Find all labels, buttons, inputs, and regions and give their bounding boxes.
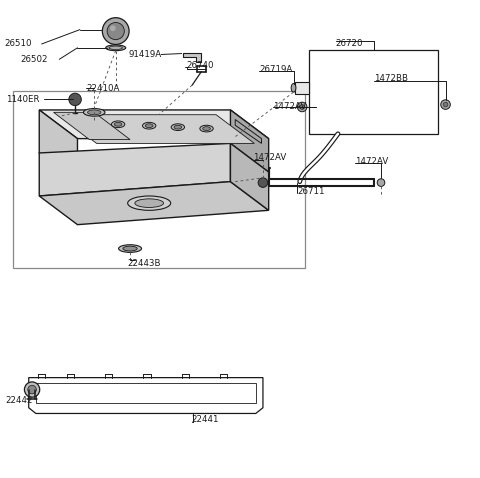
Ellipse shape [114,122,122,126]
Ellipse shape [174,125,182,129]
Ellipse shape [143,122,156,129]
Circle shape [69,93,81,106]
Ellipse shape [123,246,137,251]
Text: 22410A: 22410A [86,84,120,93]
Circle shape [298,102,307,112]
Polygon shape [59,115,254,143]
Ellipse shape [203,127,210,130]
Circle shape [443,102,448,107]
Circle shape [258,178,268,187]
Polygon shape [182,53,201,62]
Text: 22441: 22441 [191,415,219,424]
Text: 26510: 26510 [4,40,31,48]
Text: 1472AV: 1472AV [274,102,307,111]
Ellipse shape [291,84,296,92]
Ellipse shape [106,45,126,51]
Text: 26719A: 26719A [259,65,292,74]
Circle shape [377,179,385,186]
Text: 1472AV: 1472AV [355,157,388,166]
Polygon shape [39,143,230,196]
Ellipse shape [200,125,213,132]
Circle shape [28,385,36,394]
Text: 26720: 26720 [336,39,363,47]
Ellipse shape [109,46,122,50]
Polygon shape [230,110,269,172]
Ellipse shape [111,121,125,128]
Circle shape [300,105,304,109]
Polygon shape [39,182,269,225]
Polygon shape [39,110,269,139]
Circle shape [24,382,40,397]
Text: 26502: 26502 [20,55,48,64]
Ellipse shape [119,245,142,252]
Text: 91419A: 91419A [129,50,162,58]
Text: 22442: 22442 [6,396,33,405]
Ellipse shape [128,196,171,210]
Polygon shape [230,143,269,210]
Text: 26740: 26740 [186,62,214,70]
Text: 26711: 26711 [298,187,325,196]
Circle shape [441,100,450,109]
Ellipse shape [145,124,153,128]
Text: 1472BB: 1472BB [374,74,408,83]
Ellipse shape [171,124,184,130]
Polygon shape [39,110,77,172]
Polygon shape [235,120,262,143]
Circle shape [110,25,116,31]
Text: 1140ER: 1140ER [6,95,39,104]
Ellipse shape [135,199,164,207]
Polygon shape [54,112,130,140]
Circle shape [107,22,124,40]
Ellipse shape [84,109,105,116]
Polygon shape [295,82,309,94]
Text: 1472AV: 1472AV [253,153,287,162]
Text: 22443B: 22443B [127,260,161,268]
Ellipse shape [87,110,101,115]
Circle shape [102,18,129,44]
